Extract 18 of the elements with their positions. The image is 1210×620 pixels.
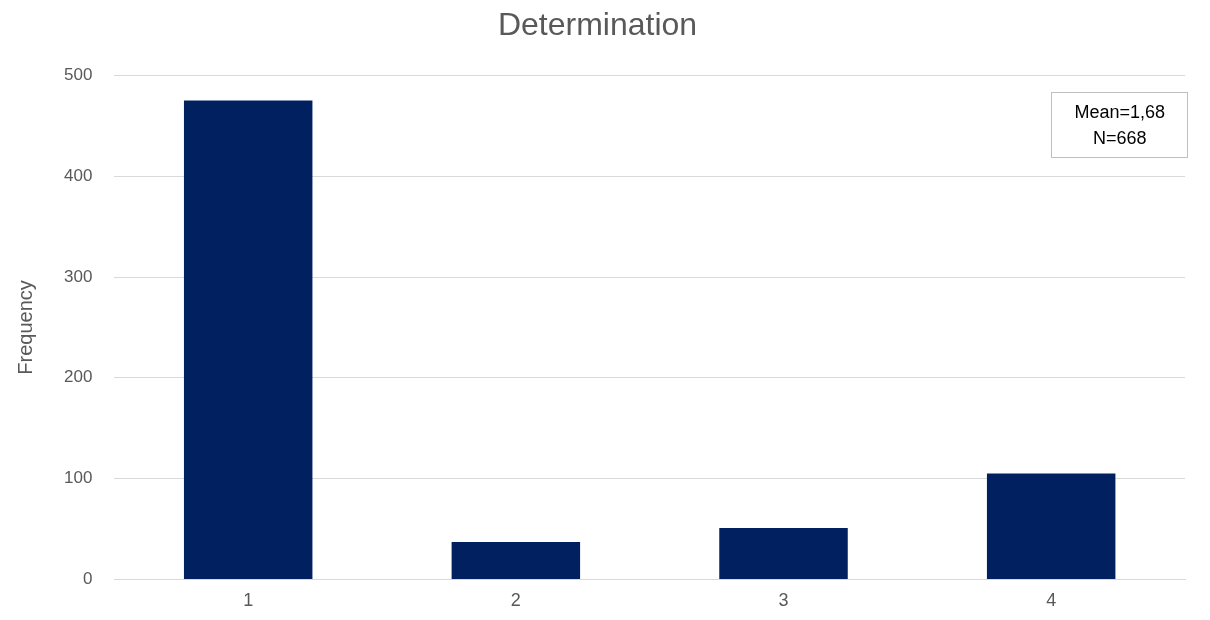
y-axis-title: Frequency (13, 280, 36, 375)
bar (719, 527, 848, 579)
bar (451, 542, 581, 579)
y-tick-label: 500 (63, 65, 93, 85)
y-tick-label: 400 (63, 165, 93, 185)
y-tick-label: 0 (82, 569, 93, 589)
y-tick-label: 100 (63, 468, 93, 488)
y-tick-label: 200 (63, 367, 93, 387)
y-tick-label: 300 (63, 266, 93, 286)
annotation: Mean=1,68 (1074, 101, 1165, 124)
x-tick-label: 4 (1046, 590, 1057, 611)
annotation: N=668 (1091, 127, 1148, 150)
x-tick-label: 1 (243, 590, 254, 611)
x-tick-label: 3 (778, 590, 789, 611)
x-tick-label: 2 (510, 590, 521, 611)
bar (183, 100, 313, 579)
chart-title: Determination (497, 6, 698, 43)
bar (986, 473, 1116, 579)
